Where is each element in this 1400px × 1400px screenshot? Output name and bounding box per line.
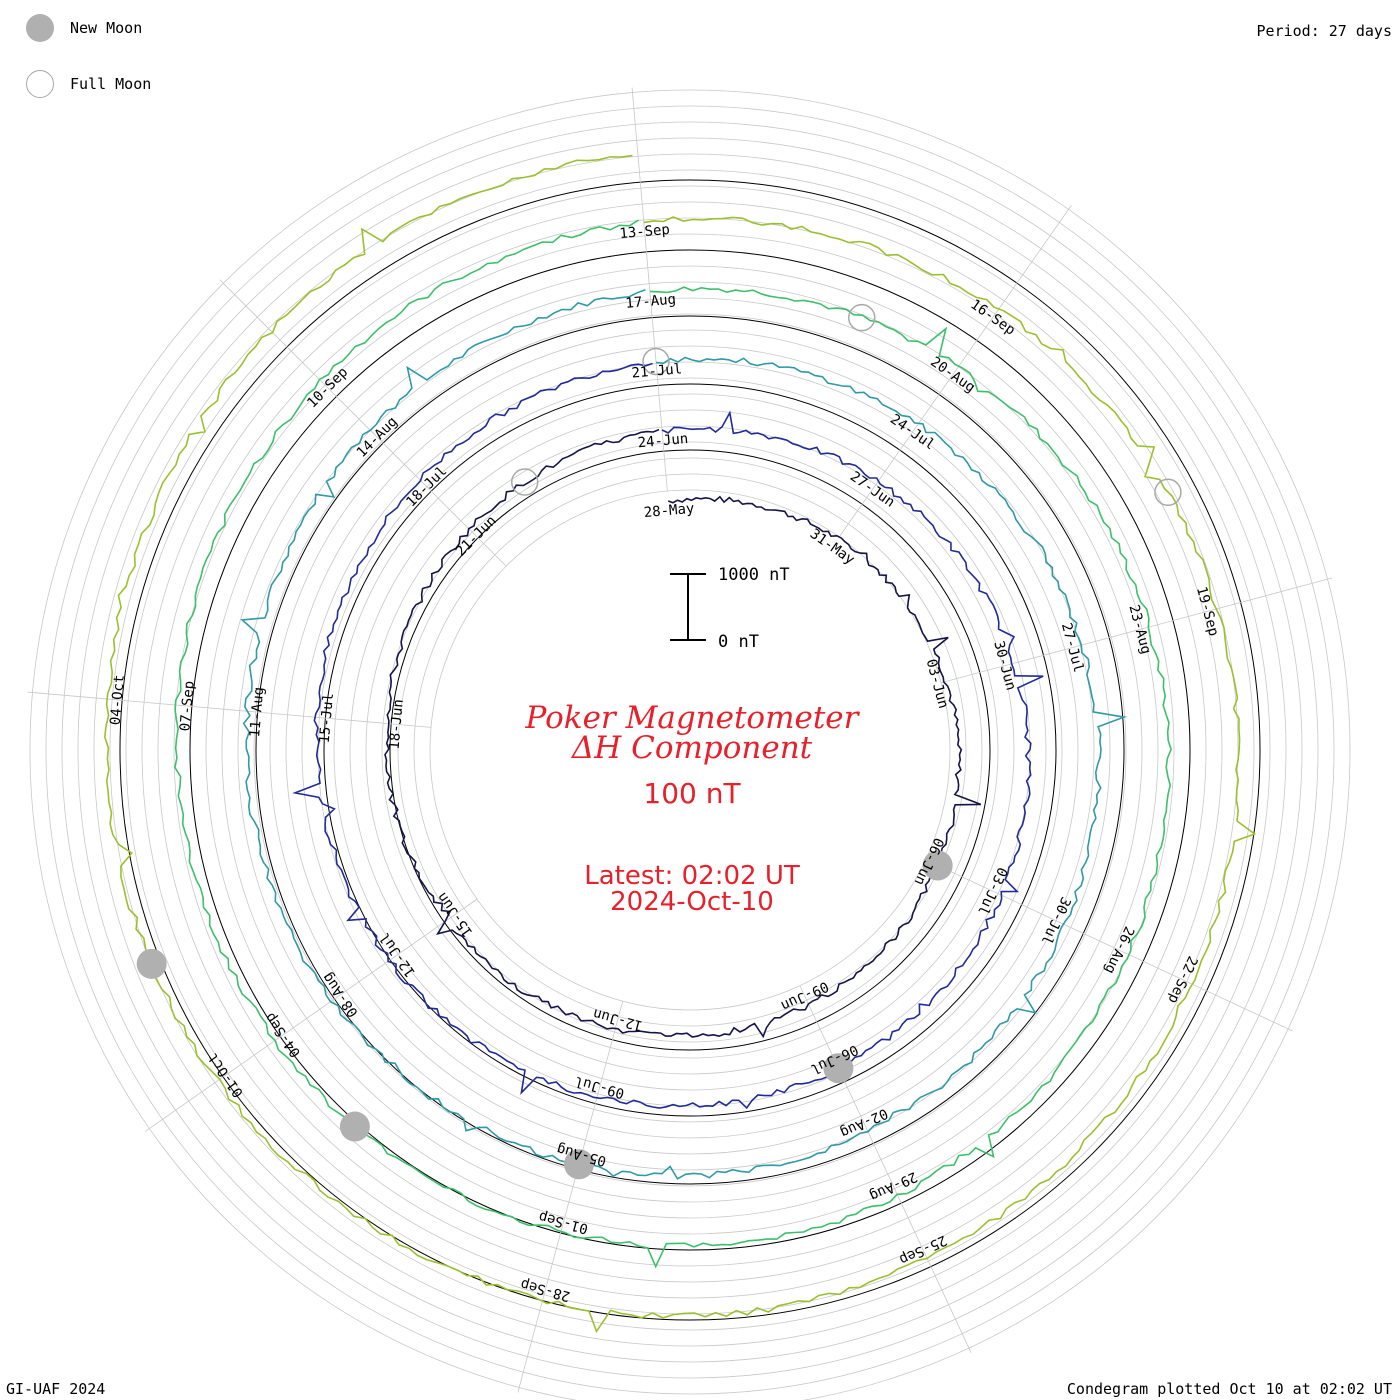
scale-bar-top-label: 1000 nT bbox=[718, 565, 790, 585]
grid-spoke bbox=[631, 87, 668, 492]
series-line bbox=[174, 219, 1172, 1269]
legend-full-moon-label: Full Moon bbox=[70, 75, 152, 93]
full-moon-icon bbox=[1154, 478, 1182, 507]
grid-ring bbox=[365, 425, 1015, 1075]
date-label: 18-Jun bbox=[387, 698, 407, 750]
series-line bbox=[384, 428, 982, 1039]
full-moon-icon bbox=[510, 468, 539, 496]
new-moon-icon bbox=[136, 948, 167, 979]
scale-bar: 1000 nT 0 nT bbox=[670, 565, 790, 652]
legend-new-moon-label: New Moon bbox=[70, 19, 143, 37]
date-label: 13-Sep bbox=[619, 222, 671, 242]
new-moon-icon bbox=[563, 1149, 594, 1180]
grid-spoke bbox=[517, 1001, 624, 1393]
date-label: 17-Aug bbox=[625, 292, 677, 312]
date-label: 21-Jul bbox=[631, 361, 683, 381]
grid-spoke bbox=[219, 279, 507, 567]
grid-ring bbox=[221, 281, 1159, 1219]
new-moon-icon bbox=[26, 14, 54, 42]
grid-ring bbox=[45, 105, 1335, 1395]
grid-spoke bbox=[27, 691, 432, 728]
moon-markers bbox=[136, 303, 1182, 1180]
grid-ring bbox=[413, 473, 967, 1027]
baseline-ring bbox=[255, 315, 1125, 1185]
date-label: 11-Aug bbox=[247, 686, 267, 738]
grid-ring bbox=[333, 393, 1047, 1107]
grid-ring bbox=[61, 121, 1319, 1379]
plotted-timestamp: Condegram plotted Oct 10 at 02:02 UT bbox=[1066, 1380, 1392, 1398]
grid-ring bbox=[77, 137, 1303, 1363]
grid-ring bbox=[301, 361, 1079, 1139]
baseline-ring bbox=[323, 383, 1057, 1117]
new-moon-icon bbox=[922, 850, 953, 881]
chart-title-line2: ΔH Component bbox=[571, 730, 813, 766]
date-label: 12-Jul bbox=[377, 929, 419, 980]
grid-ring bbox=[93, 153, 1287, 1347]
chart-title-line1: Poker Magnetometer bbox=[525, 700, 861, 736]
grid-ring bbox=[157, 217, 1223, 1283]
latest-time-label: Latest: 02:02 UT bbox=[584, 861, 800, 891]
legend-full-moon: Full Moon bbox=[26, 70, 151, 98]
new-moon-icon bbox=[339, 1111, 370, 1142]
baseline-ring bbox=[189, 249, 1191, 1251]
grid-ring bbox=[141, 201, 1239, 1299]
grid-ring bbox=[173, 233, 1207, 1267]
grid-ring bbox=[253, 313, 1127, 1187]
grid-rings bbox=[29, 89, 1351, 1400]
date-label: 28-May bbox=[643, 501, 695, 521]
grid-ring bbox=[237, 297, 1143, 1203]
new-moon-icon bbox=[823, 1053, 854, 1084]
grid-ring bbox=[29, 89, 1351, 1400]
date-label: 02-Aug bbox=[838, 1105, 891, 1141]
grid-spoke bbox=[925, 859, 1293, 1032]
date-label: 03-Jun bbox=[923, 657, 952, 710]
date-label: 15-Jul bbox=[317, 692, 337, 744]
grid-ring bbox=[429, 489, 951, 1011]
legend-new-moon: New Moon bbox=[26, 14, 142, 42]
baseline-ring bbox=[119, 179, 1261, 1321]
period-label: Period: 27 days bbox=[1256, 22, 1392, 40]
scale-bar-bottom-label: 0 nT bbox=[718, 632, 759, 652]
credit-label: GI-UAF 2024 bbox=[6, 1380, 106, 1398]
grid-spoke bbox=[941, 577, 1333, 684]
baseline-ring bbox=[389, 449, 991, 1051]
grid-spoke bbox=[838, 205, 1072, 538]
latest-date-label: 2024-Oct-10 bbox=[610, 887, 774, 917]
grid-ring bbox=[125, 185, 1255, 1315]
grid-ring bbox=[397, 457, 983, 1043]
grid-ring bbox=[381, 441, 999, 1059]
date-label: 07-Sep bbox=[177, 680, 197, 732]
grid-ring bbox=[285, 345, 1095, 1155]
series-line bbox=[240, 289, 1128, 1180]
date-label: 04-Oct bbox=[108, 674, 128, 726]
full-moon-icon bbox=[847, 303, 876, 332]
full-moon-icon bbox=[642, 347, 670, 376]
grid-ring bbox=[205, 265, 1175, 1235]
full-moon-icon bbox=[26, 70, 54, 98]
grid-spoke bbox=[799, 985, 972, 1353]
grid-ring bbox=[269, 329, 1111, 1171]
series-group bbox=[103, 154, 1257, 1334]
date-label: 28-Sep bbox=[519, 1276, 572, 1305]
date-label: 24-Jun bbox=[637, 431, 689, 451]
grid-ring bbox=[109, 169, 1271, 1331]
date-label: 30-Jul bbox=[1038, 894, 1074, 947]
date-label: 09-Jul bbox=[573, 1073, 626, 1102]
series-line bbox=[292, 362, 1044, 1110]
chart-scale-label: 100 nT bbox=[643, 777, 741, 810]
grid-spoke bbox=[145, 898, 478, 1132]
grid-spokes bbox=[27, 87, 1333, 1393]
series-line bbox=[103, 154, 1257, 1334]
